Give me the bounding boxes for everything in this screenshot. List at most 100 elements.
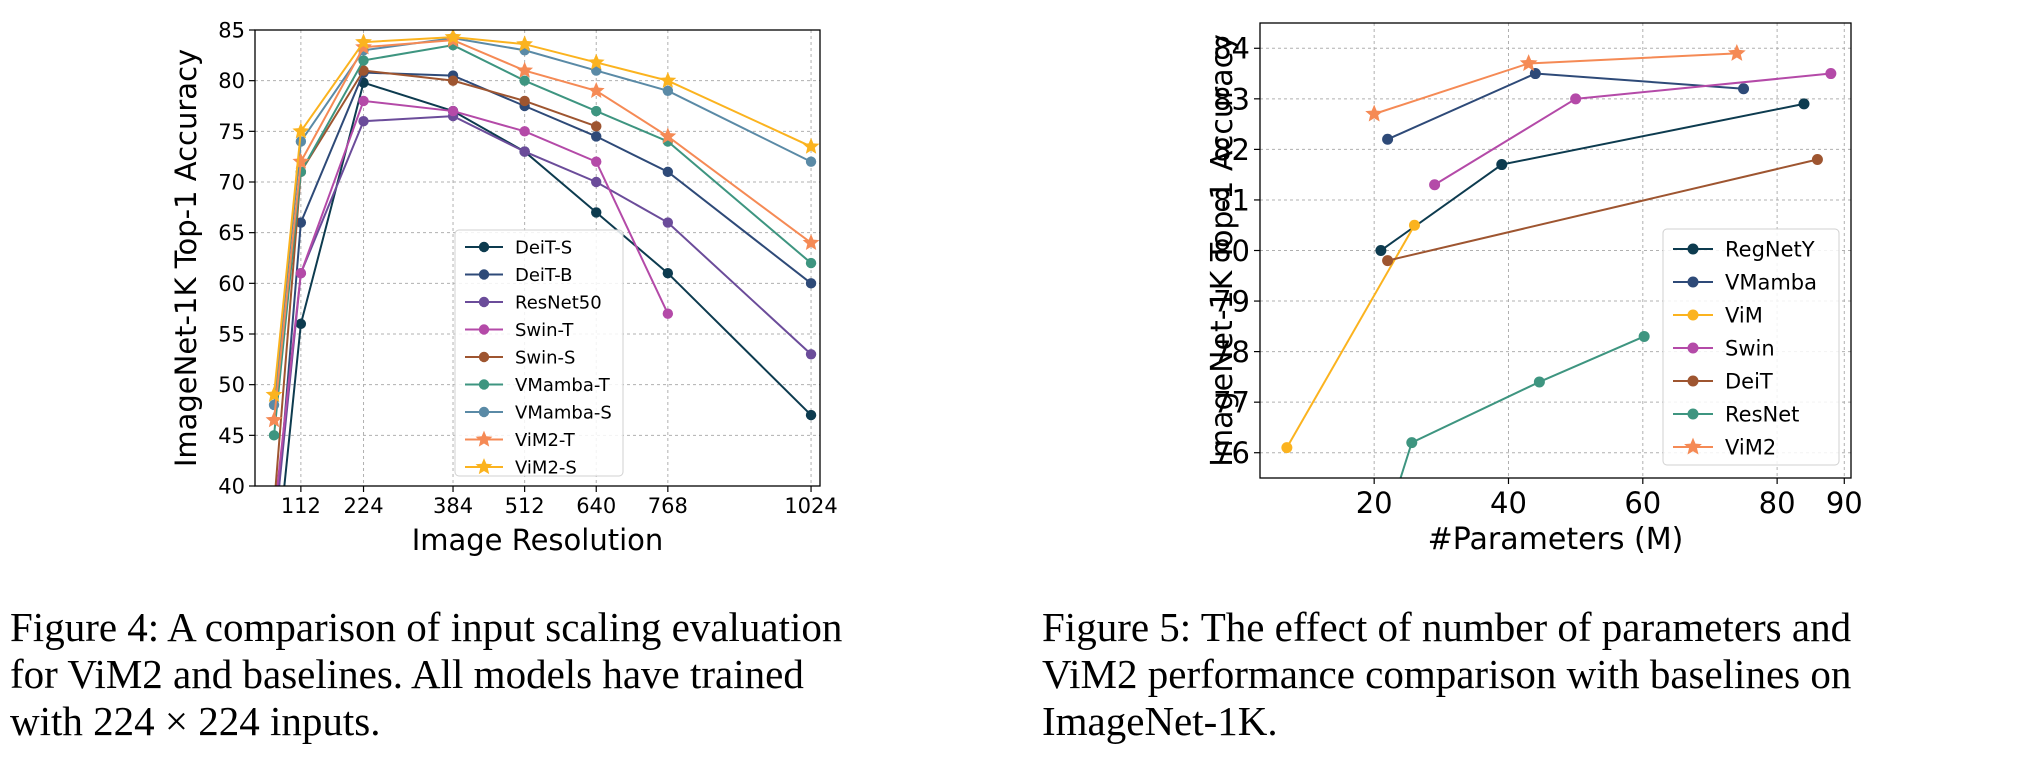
data-point xyxy=(478,379,490,390)
data-point xyxy=(295,136,307,147)
data-point xyxy=(1687,276,1699,288)
data-point xyxy=(591,156,602,167)
legend-item: DeiT-B xyxy=(465,265,572,286)
data-point xyxy=(805,278,817,289)
data-point-star xyxy=(475,430,493,447)
x-tick-label: 1024 xyxy=(784,494,837,518)
legend-item: RegNetY xyxy=(1673,238,1815,262)
legend-label: DeiT-S xyxy=(515,237,572,258)
caption-line: Figure 4: A comparison of input scaling … xyxy=(10,604,843,650)
series-line xyxy=(278,115,812,486)
data-point-star xyxy=(1684,437,1702,455)
data-point xyxy=(591,176,602,188)
data-point xyxy=(1375,245,1387,256)
data-point xyxy=(1281,442,1293,454)
data-point xyxy=(662,85,674,97)
legend-label: Swin-T xyxy=(515,320,574,341)
data-point xyxy=(1408,219,1420,231)
data-point xyxy=(478,406,490,418)
data-point xyxy=(591,121,602,132)
y-tick-label: 79 xyxy=(1213,284,1250,318)
series-vmamba xyxy=(1382,68,1750,145)
data-point-star xyxy=(516,61,534,78)
y-tick-label: 81 xyxy=(1213,183,1250,217)
caption-line: with 224 × 224 inputs. xyxy=(10,698,381,744)
legend-label: DeiT xyxy=(1725,370,1773,394)
data-point xyxy=(591,131,602,142)
x-tick-label: 640 xyxy=(576,494,616,518)
legend-item: ViM2-T xyxy=(465,430,576,451)
y-tick-label: 80 xyxy=(1213,234,1250,268)
x-tick-label: 60 xyxy=(1624,486,1661,520)
legend-item: VMamba-S xyxy=(465,402,612,423)
x-tick-label: 90 xyxy=(1826,486,1863,520)
data-point xyxy=(1687,408,1699,420)
caption-line: for ViM2 and baselines. All models have … xyxy=(10,651,804,697)
y-tick-label: 75 xyxy=(218,120,245,144)
data-point-star xyxy=(587,53,605,70)
legend-label: VMamba xyxy=(1725,271,1817,295)
x-tick-label: 80 xyxy=(1759,486,1796,520)
x-tick-label: 768 xyxy=(648,494,688,518)
data-point-star xyxy=(265,385,283,402)
series-line xyxy=(1387,158,1818,262)
legend-item: Swin xyxy=(1673,337,1775,361)
x-tick-label: 224 xyxy=(343,494,383,518)
data-point xyxy=(662,217,674,228)
y-tick-label: 60 xyxy=(218,272,245,296)
data-point xyxy=(1429,179,1441,191)
axes-frame xyxy=(254,29,821,487)
series-line xyxy=(1285,224,1416,449)
y-tick-label: 78 xyxy=(1213,335,1250,369)
data-point xyxy=(295,268,307,279)
data-point xyxy=(269,542,279,552)
x-tick-label: 20 xyxy=(1356,486,1393,520)
series-vim2 xyxy=(1365,43,1746,122)
data-point xyxy=(805,409,817,421)
legend-label: RegNetY xyxy=(1725,238,1815,262)
chart-parameters: 20 40 60 80 90 76 77 78 79 80 81 82 83 84 #Parameters … xyxy=(1205,22,1863,557)
data-point xyxy=(1687,243,1699,255)
data-point xyxy=(478,351,490,363)
data-point xyxy=(519,146,530,157)
series-line xyxy=(274,69,597,486)
legend-label: ViM2-T xyxy=(515,430,576,451)
series-line xyxy=(1399,335,1645,478)
series-line xyxy=(273,39,812,421)
legend-item: ViM2 xyxy=(1673,436,1776,460)
data-point-star xyxy=(659,71,677,88)
legend-item: VMamba-T xyxy=(465,375,611,396)
data-point xyxy=(1382,133,1394,145)
data-point-star xyxy=(355,38,372,55)
data-point-star xyxy=(802,233,820,250)
y-tick-label: 65 xyxy=(218,221,245,245)
data-point-star xyxy=(587,81,605,98)
data-point-star xyxy=(1365,104,1384,122)
legend-box xyxy=(1662,228,1840,466)
data-point xyxy=(591,207,602,218)
data-point xyxy=(358,55,369,66)
data-point xyxy=(1496,159,1508,171)
data-point-star xyxy=(265,411,283,428)
y-tick-label: 83 xyxy=(1213,82,1250,116)
legend-item: ViM2-S xyxy=(465,457,577,478)
caption-line: ViM2 performance comparison with baselin… xyxy=(1042,651,1852,697)
data-point xyxy=(662,268,674,279)
series-line xyxy=(273,44,812,436)
series-vim2-s xyxy=(265,30,820,402)
data-point xyxy=(1811,154,1823,165)
data-point xyxy=(478,324,490,335)
y-tick-label: 70 xyxy=(218,171,245,195)
series-regnety xyxy=(1375,98,1810,256)
figure-4-caption: Figure 4: A comparison of input scaling … xyxy=(10,604,1000,745)
legend-label: Swin xyxy=(1725,337,1775,361)
legend-label: ViM2-S xyxy=(515,457,577,478)
series-group xyxy=(265,30,820,552)
legend-label: VMamba-S xyxy=(515,402,612,423)
data-point xyxy=(1687,309,1699,321)
figure-5-caption: Figure 5: The effect of number of parame… xyxy=(1042,604,2032,745)
legend-item: ResNet xyxy=(1673,403,1799,427)
legend-item: ResNet50 xyxy=(465,292,602,313)
x-axis-label: Image Resolution xyxy=(412,523,664,557)
